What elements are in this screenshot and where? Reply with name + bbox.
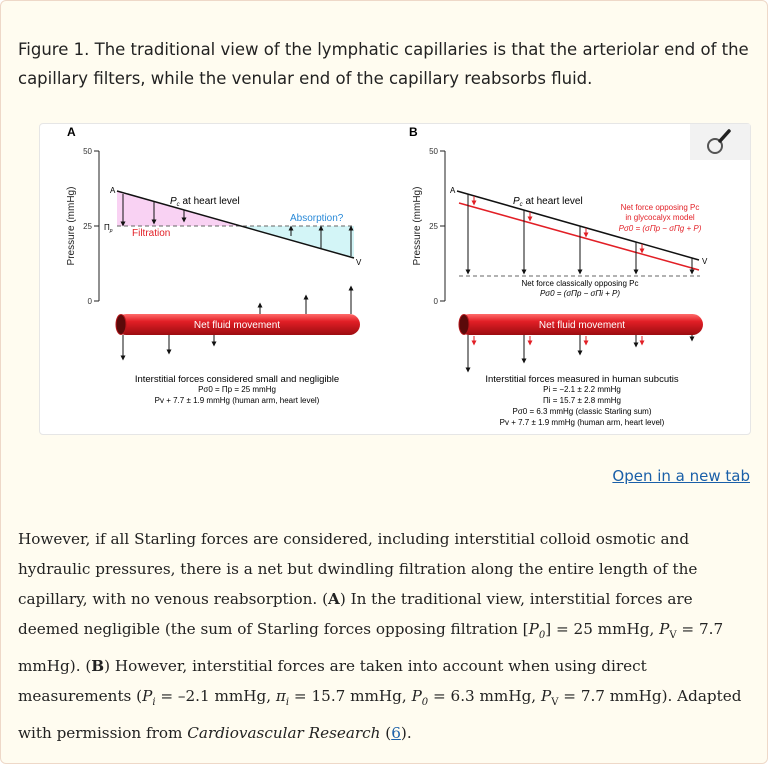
- figure-svg: A 50 25 0 Pressure (mmHg) A V Πp Pc at h…: [66, 124, 750, 427]
- classic-force-label: Net force classically opposing Pc Pσ0 = …: [522, 279, 639, 298]
- tick-label: 50: [83, 147, 92, 156]
- caption-line: Interstitial forces considered small and…: [135, 374, 339, 385]
- glycocalyx-arrows: [471, 196, 645, 346]
- capillary-pressure-line: [116, 190, 355, 259]
- y-axis-label: Pressure (mmHg): [66, 187, 77, 266]
- pi-p-label: Πp: [104, 223, 113, 234]
- pc-label: Pc at heart level: [513, 196, 583, 208]
- panel-label: B: [409, 125, 418, 139]
- caption-line: Pi = −2.1 ± 2.2 mmHg: [543, 385, 621, 394]
- svg-text:Net force classically opposing: Net force classically opposing Pc: [522, 279, 639, 288]
- magnifier-icon[interactable]: [690, 124, 750, 160]
- svg-text:Pσ0 = (σΠp − σΠi + P): Pσ0 = (σΠp − σΠi + P): [540, 289, 620, 298]
- caption-line: Πi = 15.7 ± 2.8 mmHg: [543, 396, 621, 405]
- absorption-label: Absorption?: [290, 213, 344, 224]
- tick-label: 0: [88, 297, 93, 306]
- caption-line: Pv + 7.7 ± 1.9 mmHg (human arm, heart le…: [500, 418, 665, 427]
- capillary-vessel: Net fluid movement: [458, 314, 703, 335]
- capillary-vessel: Net fluid movement: [115, 314, 360, 335]
- filtration-label: Filtration: [132, 228, 170, 239]
- svg-text:Pσ0 = (σΠp − σΠg + P): Pσ0 = (σΠp − σΠg + P): [619, 224, 702, 233]
- panel-a: A 50 25 0 Pressure (mmHg) A V Πp Pc at h…: [66, 125, 362, 405]
- pc-label: Pc at heart level: [170, 196, 240, 208]
- tick-label: 0: [434, 297, 439, 306]
- point-a-label: A: [110, 186, 116, 195]
- tick-label: 25: [429, 222, 438, 231]
- panel-label: A: [67, 125, 76, 139]
- vessel-label: Net fluid movement: [194, 320, 280, 331]
- point-v-label: V: [702, 257, 708, 266]
- vessel-label: Net fluid movement: [539, 320, 625, 331]
- figure-caption-title: Figure 1. The traditional view of the ly…: [18, 40, 749, 88]
- tick-label: 25: [83, 222, 92, 231]
- glycocalyx-label: Net force opposing Pc in glycocalyx mode…: [619, 203, 702, 233]
- caption-line: Interstitial forces measured in human su…: [485, 374, 679, 385]
- caption-line: Pv + 7.7 ± 1.9 mmHg (human arm, heart le…: [155, 396, 320, 405]
- point-a-label: A: [450, 186, 456, 195]
- svg-text:Net force opposing Pc: Net force opposing Pc: [621, 203, 700, 212]
- point-v-label: V: [356, 258, 362, 267]
- capillary-pressure-line: [456, 190, 700, 261]
- figure-description: However, if all Starling forces are cons…: [18, 530, 742, 743]
- figure-image[interactable]: A 50 25 0 Pressure (mmHg) A V Πp Pc at h…: [39, 123, 751, 435]
- tick-label: 50: [429, 147, 438, 156]
- open-in-new-tab-link[interactable]: Open in a new tab: [612, 467, 750, 485]
- caption-line: Pσ0 = 6.3 mmHg (classic Starling sum): [513, 407, 652, 416]
- reference-link[interactable]: 6: [391, 724, 401, 743]
- force-arrows: [120, 194, 354, 361]
- caption-line: Pσ0 = Πp = 25 mmHg: [198, 385, 276, 394]
- glycocalyx-force-line: [458, 202, 700, 271]
- panel-b: B 50 25 0 Pressure (mmHg) A V Pc at hear…: [409, 125, 708, 427]
- force-arrows: [465, 194, 695, 373]
- y-axis-label: Pressure (mmHg): [412, 187, 423, 266]
- svg-text:in glycocalyx model: in glycocalyx model: [625, 213, 695, 222]
